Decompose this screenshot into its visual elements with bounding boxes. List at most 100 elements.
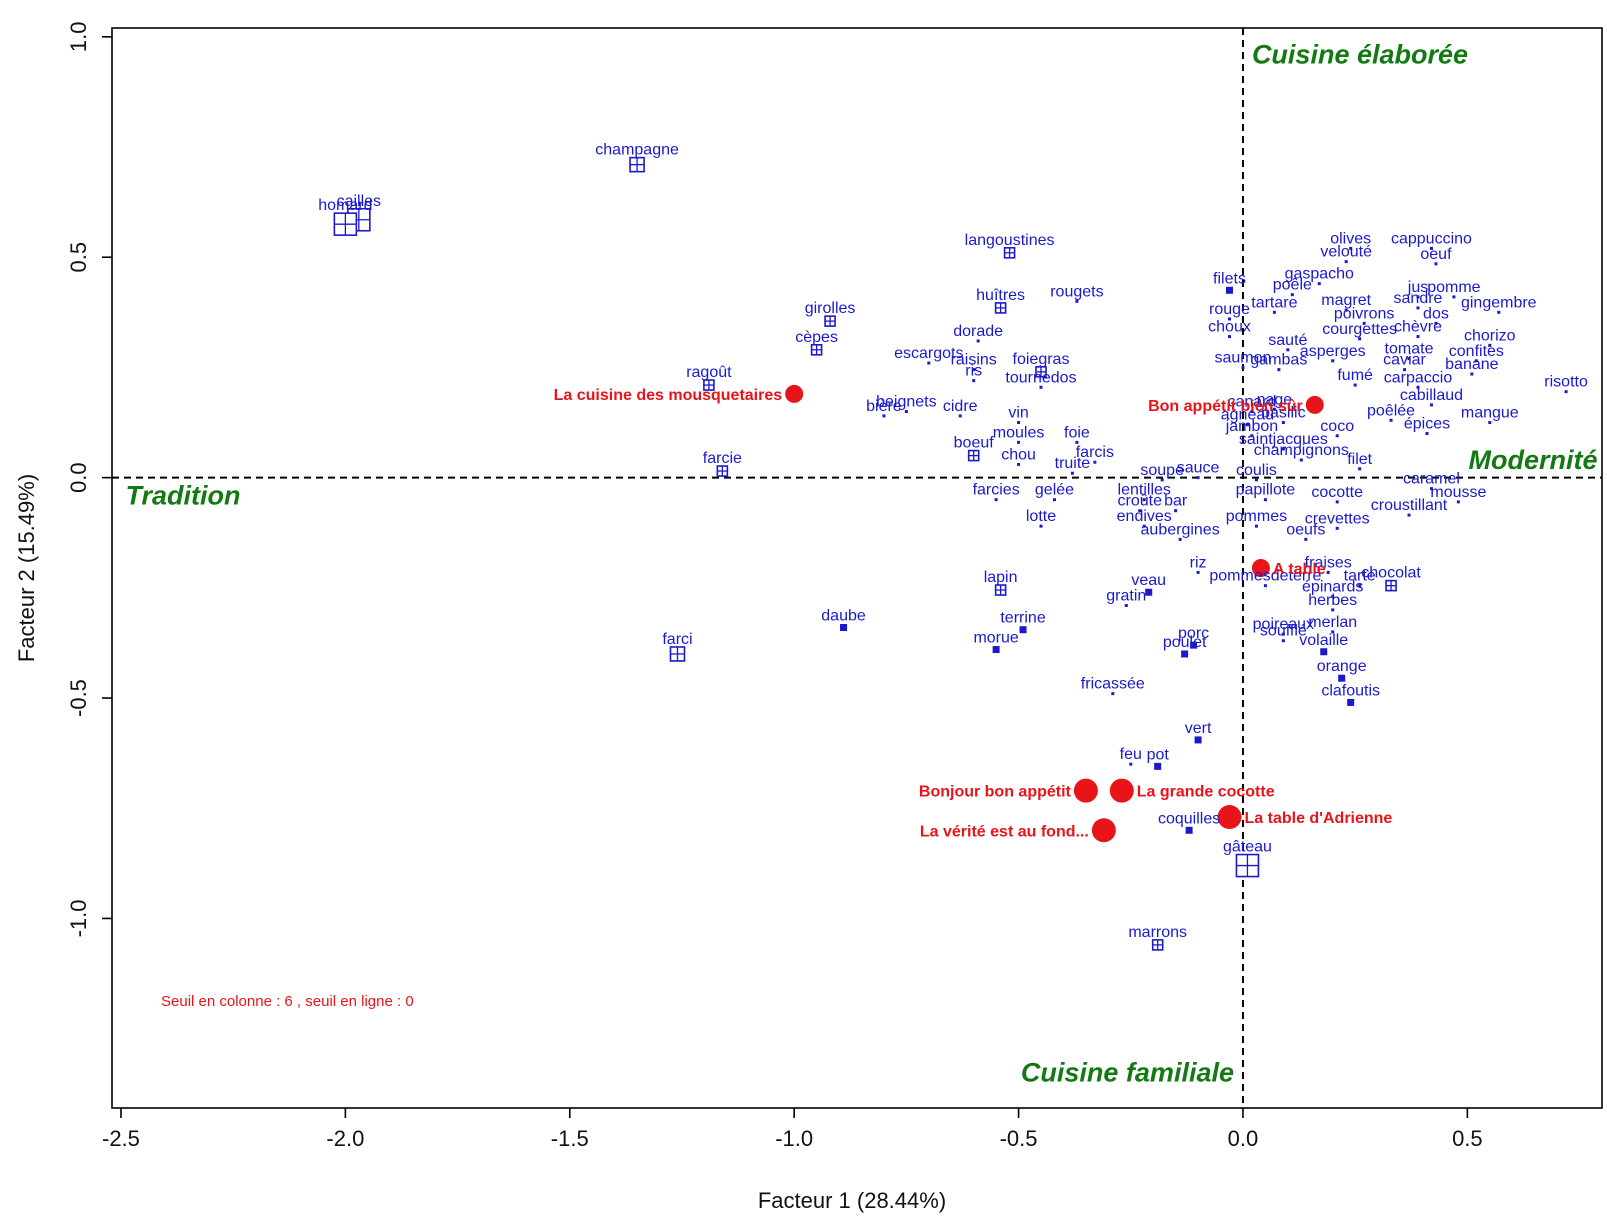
reference-lines: [112, 28, 1602, 1108]
word-label-terrine: terrine: [1000, 610, 1045, 627]
word-marker-raisins: [972, 368, 976, 372]
word-label-cocotte: cocotte: [1311, 484, 1363, 501]
restaurant-marker-bon-appetit-bien-sur: [1305, 395, 1324, 414]
word-label-papillote: papillote: [1236, 482, 1296, 499]
word-marker-crevettes: [1335, 526, 1339, 530]
word-marker-soupe: [1160, 478, 1164, 482]
word-label-pommesdeterre: pommesdeterre: [1209, 568, 1321, 585]
word-label-champignons: champignons: [1254, 442, 1349, 459]
word-marker-epices: [1425, 432, 1429, 436]
word-marker-jambon: [1250, 434, 1254, 438]
x-tick-label: -0.5: [1000, 1126, 1038, 1151]
word-marker-porc: [1190, 641, 1198, 649]
word-marker-carpaccio: [1416, 385, 1420, 389]
word-marker-volaille: [1320, 648, 1328, 656]
word-label-epices: épices: [1404, 416, 1450, 433]
restaurant-marker-la-table-d-adrienne: [1217, 805, 1242, 830]
word-marker-huitres: [994, 302, 1007, 314]
word-label-gambas: gambas: [1250, 352, 1307, 369]
word-marker-biere: [882, 414, 886, 418]
word-label-gelee: gelée: [1035, 482, 1074, 499]
word-marker-courgettes: [1358, 337, 1362, 341]
word-marker-jus: [1416, 295, 1420, 299]
word-label-caviar: caviar: [1383, 352, 1426, 369]
word-label-langoustines: langoustines: [965, 232, 1055, 249]
word-marker-gelee: [1052, 498, 1056, 502]
word-marker-feu: [1129, 762, 1133, 766]
word-marker-foiegras: [1035, 366, 1047, 378]
word-marker-pommesdeterre: [1263, 584, 1267, 588]
word-label-poulet: poulet: [1163, 634, 1207, 651]
restaurant-marker-a-table: [1251, 559, 1270, 577]
word-label-farcie: farcie: [703, 450, 742, 467]
word-marker-veloute: [1344, 260, 1348, 264]
restaurant-label-la-verite-est-au-fond: La vérité est au fond...: [920, 823, 1089, 840]
word-label-coco: coco: [1320, 418, 1354, 435]
annotation-tradition: Tradition: [125, 480, 240, 510]
word-label-confites: confites: [1449, 343, 1504, 360]
word-marker-olives: [1349, 246, 1353, 250]
word-label-courgettes: courgettes: [1322, 321, 1397, 338]
word-label-poireaux: poireaux: [1253, 616, 1314, 633]
word-marker-rouge: [1228, 317, 1231, 321]
word-label-beignets: beignets: [876, 394, 937, 411]
word-label-risotto: risotto: [1544, 374, 1588, 391]
word-marker-pot: [1154, 762, 1162, 770]
word-marker-aubergines: [1178, 537, 1182, 541]
word-marker-rougets: [1075, 299, 1079, 303]
word-label-lapin: lapin: [984, 569, 1018, 586]
word-label-cepes: cèpes: [795, 329, 838, 346]
word-marker-moules: [1017, 440, 1021, 444]
restaurant-label-la-table-d-adrienne: La table d'Adrienne: [1245, 810, 1393, 827]
word-marker-tournedos: [1039, 385, 1043, 389]
word-label-veau: veau: [1131, 572, 1166, 589]
word-marker-papillote: [1263, 498, 1267, 502]
word-label-pommes: pommes: [1226, 508, 1287, 525]
word-label-poele: poêle: [1273, 277, 1312, 294]
word-label-aubergines: aubergines: [1141, 521, 1220, 538]
word-label-dos: dos: [1423, 305, 1449, 322]
word-label-soupe: soupe: [1140, 462, 1184, 479]
word-marker-croustillant: [1407, 513, 1411, 517]
word-label-tartare: tartare: [1251, 294, 1297, 311]
word-label-carpaccio: carpaccio: [1384, 369, 1453, 386]
word-marker-caviar: [1403, 368, 1407, 372]
word-marker-gambas: [1277, 368, 1281, 372]
word-marker-agneau: [1245, 423, 1249, 427]
word-label-ris: ris: [965, 363, 982, 380]
word-label-clafoutis: clafoutis: [1321, 682, 1380, 699]
restaurant-label-la-cuisine-des-mousquetaires: La cuisine des mousquetaires: [554, 387, 783, 404]
word-label-asperges: asperges: [1300, 343, 1366, 360]
word-marker-marrons: [1151, 939, 1164, 951]
word-label-fume: fumé: [1337, 367, 1373, 384]
word-label-homard: homard: [318, 197, 372, 214]
word-marker-basilic: [1281, 421, 1285, 425]
word-label-tarte: tarte: [1344, 568, 1376, 585]
word-marker-orange: [1338, 674, 1346, 682]
word-label-magret: magret: [1321, 292, 1371, 309]
word-marker-beignets: [904, 410, 908, 414]
word-label-pomme: pomme: [1427, 279, 1480, 296]
word-label-raisins: raisins: [951, 352, 997, 369]
y-tick-label: 1.0: [66, 22, 91, 53]
word-label-daube: daube: [821, 608, 866, 625]
word-label-sandre: sandre: [1394, 290, 1443, 307]
restaurant-marker-la-grande-cocotte: [1109, 778, 1134, 803]
word-label-filets: filets: [1213, 270, 1246, 287]
threshold-note: Seuil en colonne : 6 , seuil en ligne : …: [161, 993, 414, 1010]
word-label-tournedos: tournedos: [1005, 369, 1076, 386]
word-label-oeufs: oeufs: [1286, 521, 1325, 538]
word-label-boeuf: boeuf: [954, 435, 995, 452]
word-label-farcies: farcies: [973, 482, 1020, 499]
word-label-moules: moules: [993, 424, 1045, 441]
y-tick-label: -1.0: [66, 899, 91, 937]
restaurant-label-bonjour-bon-appetit: Bonjour bon appétit: [919, 784, 1072, 801]
word-label-saute: sauté: [1268, 332, 1307, 349]
word-marker-nage: [1272, 407, 1276, 411]
word-marker-cocotte: [1335, 500, 1339, 504]
word-marker-farci: [669, 646, 686, 662]
word-marker-foie: [1075, 440, 1079, 444]
word-label-cidre: cidre: [943, 398, 978, 415]
word-marker-choux: [1228, 335, 1231, 339]
word-label-lotte: lotte: [1026, 508, 1056, 525]
